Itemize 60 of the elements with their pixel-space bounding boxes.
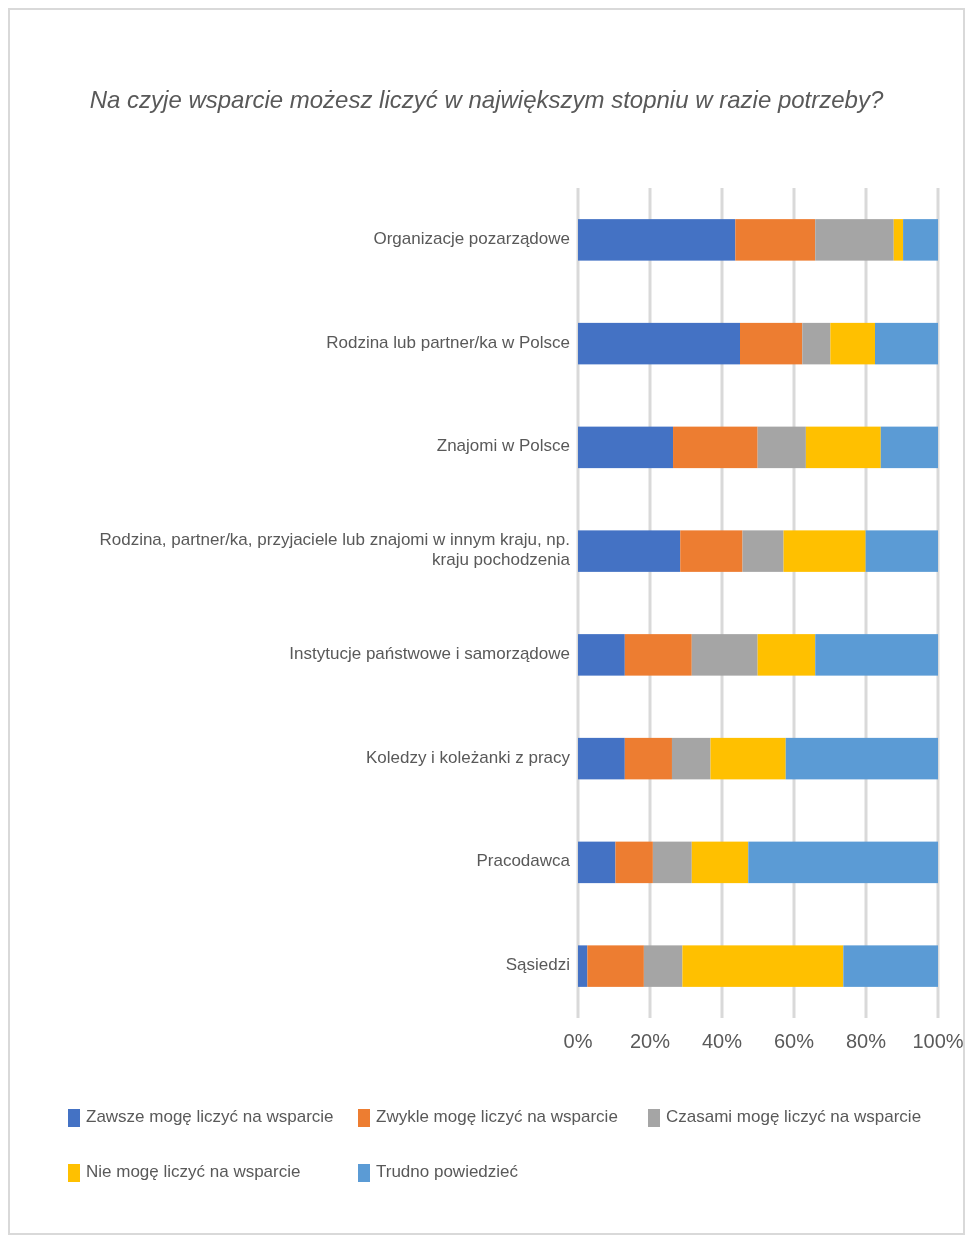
x-tick-label: 0%	[563, 1030, 593, 1052]
bar	[578, 219, 736, 261]
bar	[815, 634, 938, 676]
bar	[815, 219, 894, 261]
bar	[735, 219, 816, 261]
bar	[578, 322, 740, 365]
bar	[587, 945, 644, 987]
bar	[802, 322, 831, 365]
x-tick-label: 20%	[629, 1030, 671, 1052]
bar	[757, 634, 816, 676]
bar	[624, 634, 692, 676]
bar	[843, 945, 938, 987]
y-tick-label: Sąsiedzi	[505, 955, 570, 975]
bar	[710, 737, 786, 780]
bar	[578, 841, 616, 884]
bar	[880, 426, 938, 469]
bar	[691, 841, 749, 884]
bar	[578, 945, 588, 987]
y-tick-label: Rodzina, partner/ka, przyjaciele lub znajomi w innym kraju, np. kraju pochodzenia	[99, 530, 571, 570]
bar	[682, 945, 844, 987]
x-tick-label: 60%	[773, 1030, 815, 1052]
legend-label: Nie mogę liczyć na wsparcie	[86, 1162, 301, 1182]
bar	[624, 737, 672, 780]
chart-title: Na czyje wsparcie możesz liczyć w największym stopniu w razie potrzeby?	[89, 86, 884, 113]
bar	[652, 841, 692, 884]
bar	[740, 322, 803, 365]
legend-label: Trudno powiedzieć	[376, 1162, 519, 1182]
bar	[757, 426, 806, 469]
bar	[578, 530, 681, 572]
x-tick-label: 100%	[912, 1030, 964, 1052]
bar	[893, 219, 904, 261]
legend-label: Zawsze mogę liczyć na wsparcie	[86, 1107, 334, 1127]
bar	[578, 426, 674, 469]
y-tick-label: Znajomi w Polsce	[436, 436, 570, 456]
bar	[578, 634, 625, 676]
y-tick-label: Instytucje państwowe i samorządowe	[289, 644, 570, 664]
bar	[783, 530, 866, 572]
bar	[615, 841, 653, 884]
bar	[865, 530, 938, 572]
bar	[643, 945, 683, 987]
bar	[671, 737, 711, 780]
bar	[673, 426, 758, 469]
bar	[805, 426, 881, 469]
y-tick-label: Pracodawca	[476, 851, 571, 871]
legend-label: Zwykle mogę liczyć na wsparcie	[376, 1107, 618, 1127]
x-tick-label: 40%	[701, 1030, 743, 1052]
bar	[578, 737, 625, 780]
x-tick-label: 80%	[845, 1030, 887, 1052]
bar	[691, 634, 758, 676]
y-tick-label: Organizacje pozarządowe	[373, 229, 570, 249]
y-tick-label: Koledzy i koleżanki z pracy	[365, 748, 571, 768]
y-tick-label: Rodzina lub partner/ka w Polsce	[326, 333, 570, 353]
bar	[830, 322, 875, 365]
legend-label: Czasami mogę liczyć na wsparcie	[666, 1107, 922, 1127]
bar	[875, 322, 938, 365]
bar	[748, 841, 938, 884]
bar	[680, 530, 743, 572]
bar	[742, 530, 784, 572]
bar	[903, 219, 938, 261]
bar	[785, 737, 938, 780]
